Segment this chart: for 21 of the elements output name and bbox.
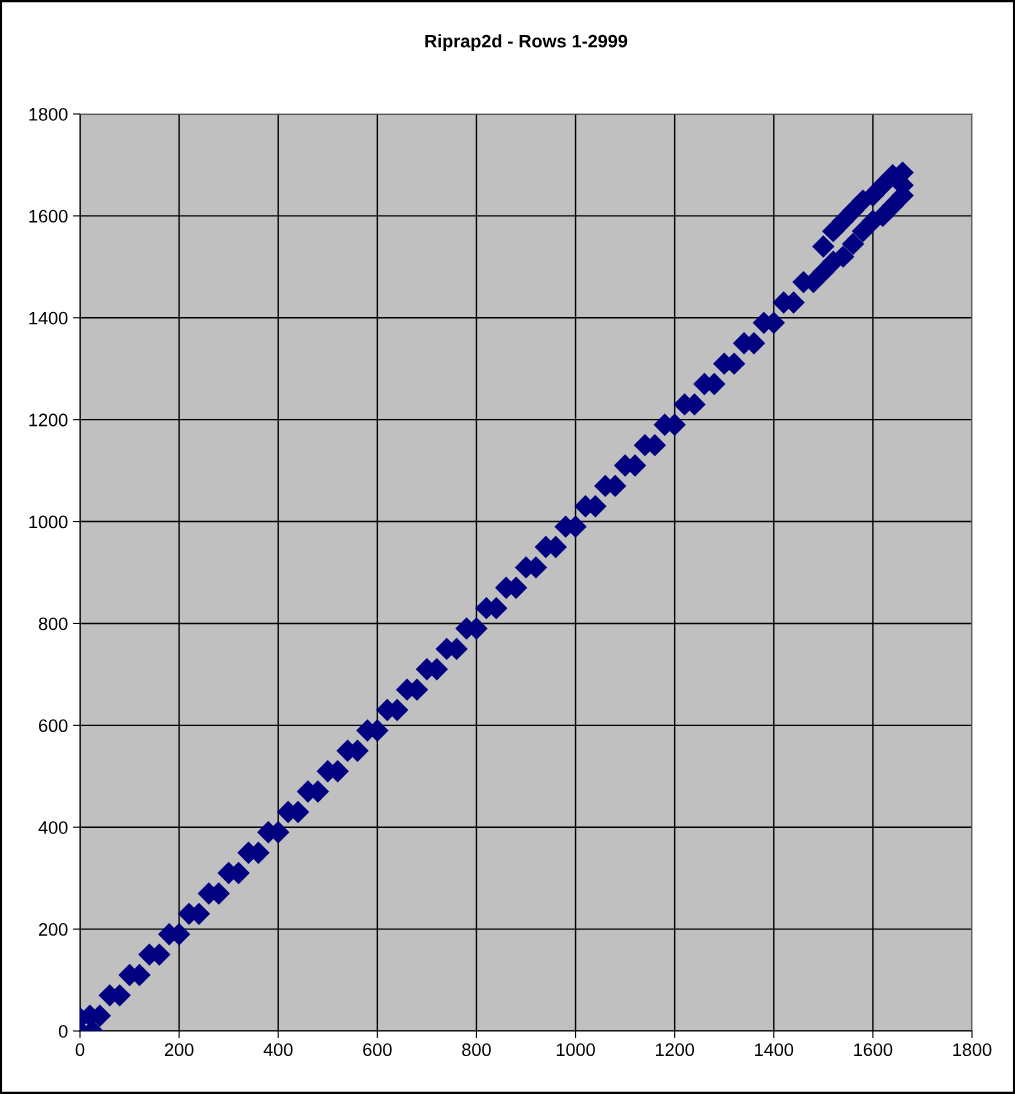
y-tick-label: 600 bbox=[38, 719, 68, 733]
y-tick-label: 400 bbox=[38, 821, 68, 834]
x-tick-label: 1800 bbox=[953, 1043, 992, 1057]
x-tick-label: 400 bbox=[263, 1043, 293, 1057]
chart-title: Riprap2d - Rows 1-2999 bbox=[425, 34, 628, 52]
y-tick-label: 1400 bbox=[29, 311, 68, 325]
y-tick-label: 1600 bbox=[29, 209, 68, 223]
y-tick-label: 1000 bbox=[29, 515, 68, 529]
y-tick-label: 200 bbox=[38, 923, 68, 936]
x-tick-label: 1400 bbox=[755, 1043, 794, 1057]
y-tick-label: 0 bbox=[58, 1024, 68, 1038]
y-tick-label: 800 bbox=[38, 617, 68, 631]
y-tick-label: 1800 bbox=[29, 107, 68, 121]
x-tick-label: 1600 bbox=[854, 1043, 893, 1057]
x-tick-label: 0 bbox=[75, 1043, 85, 1057]
x-tick-label: 1000 bbox=[556, 1043, 595, 1057]
x-tick-label: 800 bbox=[462, 1043, 491, 1057]
x-tick-label: 1200 bbox=[655, 1043, 695, 1057]
y-tick-label: 1200 bbox=[29, 413, 68, 427]
x-tick-label: 200 bbox=[164, 1043, 194, 1057]
x-tick-label: 600 bbox=[363, 1043, 392, 1057]
